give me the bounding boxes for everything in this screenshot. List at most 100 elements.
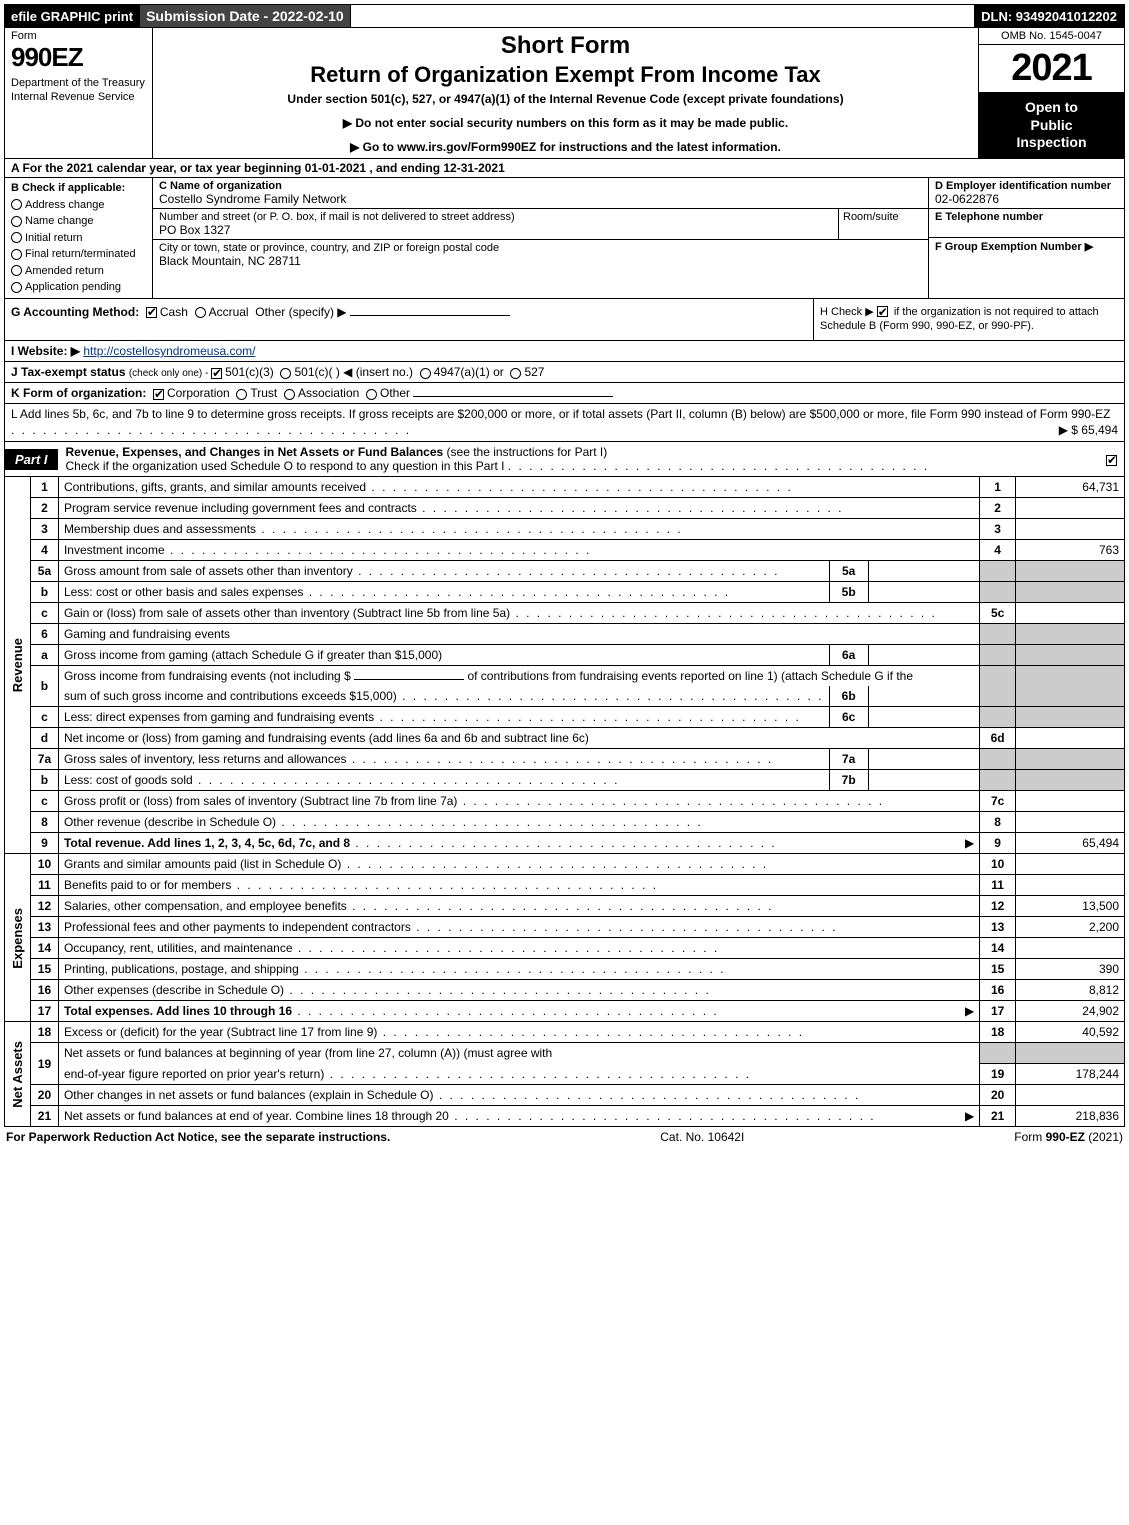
chk-other-org[interactable] <box>366 389 377 400</box>
section-l: L Add lines 5b, 6c, and 7b to line 9 to … <box>4 404 1125 442</box>
section-d: D Employer identification number 02-0622… <box>929 178 1124 209</box>
line-16-value: 8,812 <box>1016 980 1125 1001</box>
section-c: C Name of organization Costello Syndrome… <box>153 178 929 298</box>
line-12: 12 Salaries, other compensation, and emp… <box>5 896 1125 917</box>
part-i-checkbox[interactable] <box>1102 452 1124 466</box>
expenses-side: Expenses <box>5 854 31 1022</box>
instruction-ssn: ▶ Do not enter social security numbers o… <box>163 116 968 130</box>
section-k: K Form of organization: Corporation Trus… <box>4 383 1125 404</box>
line-21: 21 Net assets or fund balances at end of… <box>5 1105 1125 1126</box>
room-lbl: Room/suite <box>843 211 899 223</box>
line-7a: 7a Gross sales of inventory, less return… <box>5 749 1125 770</box>
line-6b-1: b Gross income from fundraising events (… <box>5 666 1125 687</box>
line-14: 14 Occupancy, rent, utilities, and maint… <box>5 938 1125 959</box>
chk-accrual[interactable] <box>195 307 206 318</box>
c-address: Number and street (or P. O. box, if mail… <box>153 209 928 240</box>
line-10: Expenses 10 Grants and similar amounts p… <box>5 854 1125 875</box>
line-2: 2 Program service revenue including gove… <box>5 498 1125 519</box>
form-header: Form 990EZ Department of the Treasury In… <box>4 28 1125 159</box>
header-left: Form 990EZ Department of the Treasury In… <box>5 28 153 158</box>
form-word: Form <box>11 30 146 42</box>
line-13-value: 2,200 <box>1016 917 1125 938</box>
ein-value: 02-0622876 <box>935 192 999 206</box>
form-ref: Form 990-EZ (2021) <box>1014 1130 1123 1144</box>
header-right: OMB No. 1545-0047 2021 Open to Public In… <box>979 28 1124 158</box>
part-i-tag: Part I <box>5 449 58 470</box>
line-19-value: 178,244 <box>1016 1063 1125 1084</box>
revenue-side: Revenue <box>5 477 31 854</box>
line-15-value: 390 <box>1016 959 1125 980</box>
department: Department of the Treasury Internal Reve… <box>11 77 146 105</box>
open-line2: Public <box>983 117 1120 135</box>
line-5b: b Less: cost or other basis and sales ex… <box>5 582 1125 603</box>
b-header: B Check if applicable: <box>11 180 146 197</box>
section-e: E Telephone number <box>929 209 1124 238</box>
section-j: J Tax-exempt status (check only one) - 5… <box>4 362 1125 383</box>
line-12-value: 13,500 <box>1016 896 1125 917</box>
irs-link[interactable]: www.irs.gov/Form990EZ <box>397 140 536 154</box>
chk-527[interactable] <box>510 368 521 379</box>
open-public-inspection: Open to Public Inspection <box>979 93 1124 158</box>
section-a: A For the 2021 calendar year, or tax yea… <box>4 159 1125 178</box>
line-18: Net Assets 18 Excess or (deficit) for th… <box>5 1022 1125 1043</box>
chk-association[interactable] <box>284 389 295 400</box>
k-lbl: K Form of organization: <box>11 386 146 400</box>
c-city: City or town, state or province, country… <box>153 240 928 270</box>
c-city-lbl: City or town, state or province, country… <box>159 242 499 254</box>
chk-address-change[interactable]: Address change <box>11 197 146 214</box>
line-6b-2: sum of such gross income and contributio… <box>5 686 1125 707</box>
chk-501c[interactable] <box>280 368 291 379</box>
f-lbl: F Group Exemption Number ▶ <box>935 241 1093 253</box>
org-name: Costello Syndrome Family Network <box>159 192 346 206</box>
line-17-value: 24,902 <box>1016 1001 1125 1022</box>
line-20: 20 Other changes in net assets or fund b… <box>5 1084 1125 1105</box>
section-def: D Employer identification number 02-0622… <box>929 178 1124 298</box>
other-org-input[interactable] <box>413 396 613 397</box>
chk-amended-return[interactable]: Amended return <box>11 263 146 280</box>
line-1-value: 64,731 <box>1016 477 1125 498</box>
section-h: H Check ▶ if the organization is not req… <box>814 299 1124 341</box>
line-1: Revenue 1 Contributions, gifts, grants, … <box>5 477 1125 498</box>
chk-trust[interactable] <box>236 389 247 400</box>
instruction-goto: ▶ Go to www.irs.gov/Form990EZ for instru… <box>163 140 968 154</box>
line-6: 6 Gaming and fundraising events <box>5 624 1125 645</box>
chk-501c3[interactable] <box>211 368 222 379</box>
line-7c: c Gross profit or (loss) from sales of i… <box>5 791 1125 812</box>
efile-label: efile GRAPHIC print <box>5 5 140 27</box>
line-7b: b Less: cost of goods sold 7b <box>5 770 1125 791</box>
chk-4947[interactable] <box>420 368 431 379</box>
chk-schedule-b[interactable] <box>877 306 888 317</box>
line-21-value: 218,836 <box>1016 1105 1125 1126</box>
subtitle: Under section 501(c), 527, or 4947(a)(1)… <box>163 92 968 106</box>
tax-year: 2021 <box>979 45 1124 93</box>
fundraising-contrib-input[interactable] <box>354 679 464 680</box>
part-i-text: Revenue, Expenses, and Changes in Net As… <box>58 442 1102 476</box>
line-11: 11 Benefits paid to or for members 11 <box>5 875 1125 896</box>
line-17: 17 Total expenses. Add lines 10 through … <box>5 1001 1125 1022</box>
omb-number: OMB No. 1545-0047 <box>979 28 1124 45</box>
chk-application-pending[interactable]: Application pending <box>11 279 146 296</box>
top-bar: efile GRAPHIC print Submission Date - 20… <box>4 4 1125 28</box>
instr2-pre: ▶ Go to <box>350 140 397 154</box>
open-line3: Inspection <box>983 134 1120 152</box>
line-19a: 19 Net assets or fund balances at beginn… <box>5 1043 1125 1064</box>
line-16: 16 Other expenses (describe in Schedule … <box>5 980 1125 1001</box>
d-lbl: D Employer identification number <box>935 180 1111 192</box>
chk-final-return[interactable]: Final return/terminated <box>11 246 146 263</box>
chk-initial-return[interactable]: Initial return <box>11 230 146 247</box>
line-18-value: 40,592 <box>1016 1022 1125 1043</box>
section-f: F Group Exemption Number ▶ <box>929 238 1124 298</box>
return-title: Return of Organization Exempt From Incom… <box>163 62 968 88</box>
j-lbl: J Tax-exempt status <box>11 365 126 379</box>
other-specify-input[interactable] <box>350 315 510 316</box>
open-line1: Open to <box>983 99 1120 117</box>
paperwork-notice: For Paperwork Reduction Act Notice, see … <box>6 1130 390 1144</box>
cat-no: Cat. No. 10642I <box>660 1130 744 1144</box>
line-4-value: 763 <box>1016 540 1125 561</box>
website-link[interactable]: http://costellosyndromeusa.com/ <box>83 344 255 358</box>
page-footer: For Paperwork Reduction Act Notice, see … <box>4 1127 1125 1147</box>
chk-corporation[interactable] <box>153 389 164 400</box>
line-19b: end-of-year figure reported on prior yea… <box>5 1063 1125 1084</box>
chk-cash[interactable] <box>146 307 157 318</box>
chk-name-change[interactable]: Name change <box>11 213 146 230</box>
